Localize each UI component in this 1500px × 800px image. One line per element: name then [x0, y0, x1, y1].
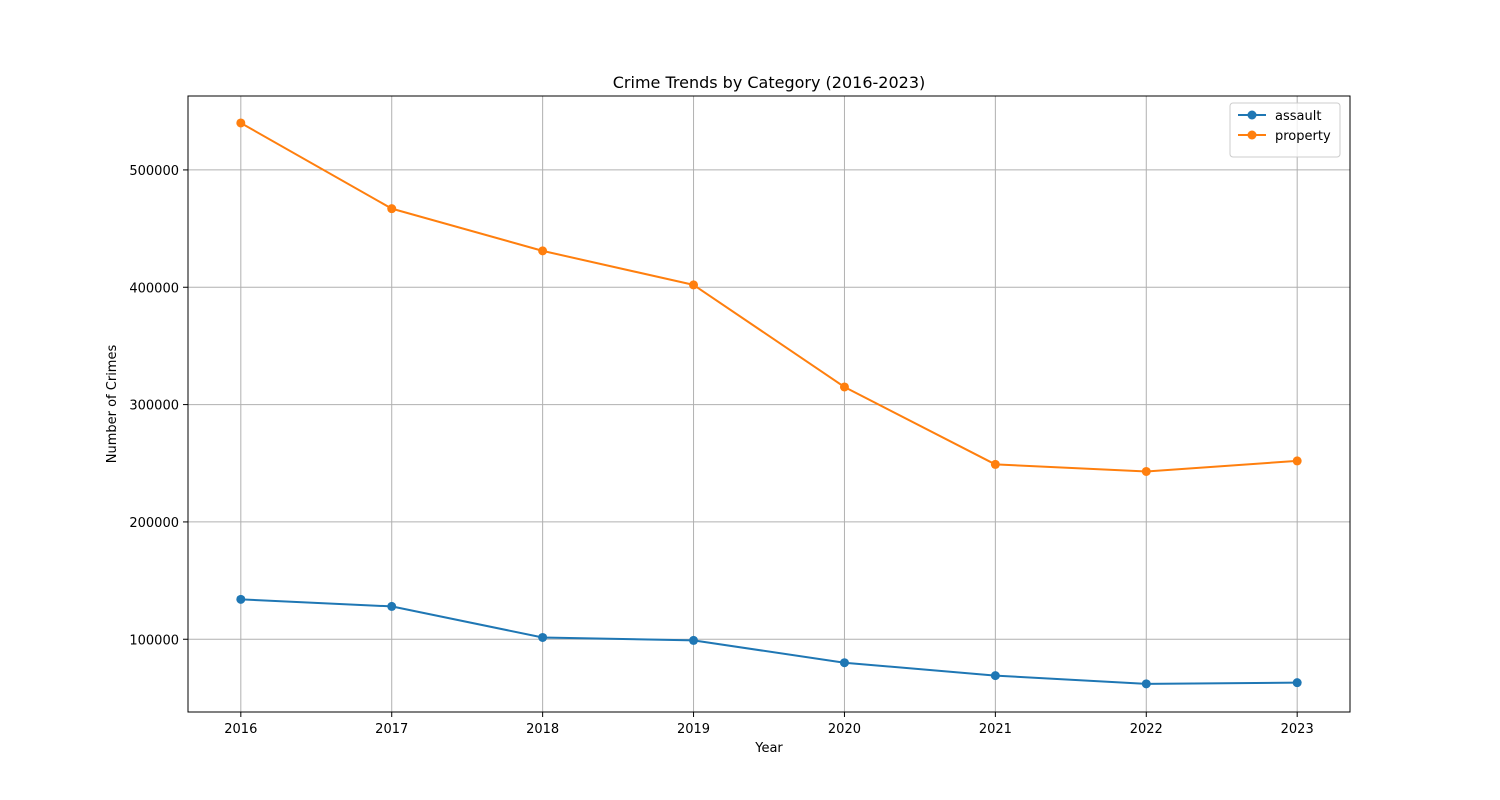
- data-point-assault: [1141, 679, 1151, 689]
- legend: assault property: [1229, 102, 1341, 158]
- data-point-assault: [839, 658, 849, 668]
- data-point-property: [1292, 456, 1302, 466]
- legend-box: [1229, 102, 1341, 158]
- data-point-assault: [538, 632, 548, 642]
- series-line-assault: [240, 598, 1298, 685]
- x-tick-label: 2019: [677, 722, 710, 737]
- x-tick-label: 2018: [526, 722, 559, 737]
- y-tick-label: 400000: [129, 281, 179, 296]
- y-tick-label: 300000: [129, 399, 179, 414]
- data-point-assault: [236, 594, 246, 604]
- data-point-property: [387, 204, 397, 214]
- data-point-assault: [689, 635, 699, 645]
- legend-marker-assault: [1247, 110, 1257, 120]
- legend-label-assault: assault: [1275, 109, 1321, 124]
- ticks-layer: 2016 2017 2018 2019 2020 2021 2022 2023 100000 20…: [129, 164, 1313, 737]
- plot-area-frame: [187, 95, 1351, 713]
- chart-title: Crime Trends by Category (2016-2023): [613, 73, 926, 92]
- x-tick-label: 2022: [1130, 722, 1163, 737]
- data-point-assault: [387, 601, 397, 611]
- x-tick-label: 2021: [979, 722, 1012, 737]
- data-point-property: [689, 280, 699, 290]
- y-tick-label: 200000: [129, 516, 179, 531]
- data-point-property: [1141, 466, 1151, 476]
- x-tick-label: 2020: [828, 722, 861, 737]
- x-tick-label: 2023: [1281, 722, 1314, 737]
- data-point-property: [236, 118, 246, 128]
- x-tick-label: 2017: [375, 722, 408, 737]
- x-axis-label: Year: [754, 741, 783, 756]
- legend-marker-property: [1247, 130, 1257, 140]
- series-line-property: [240, 122, 1298, 473]
- data-point-assault: [1292, 678, 1302, 688]
- data-point-property: [990, 459, 1000, 469]
- legend-label-property: property: [1275, 129, 1331, 144]
- series-layer: [236, 118, 1302, 689]
- data-point-property: [839, 382, 849, 392]
- x-tick-label: 2016: [224, 722, 257, 737]
- y-tick-label: 500000: [129, 164, 179, 179]
- y-tick-label: 100000: [129, 633, 179, 648]
- data-point-property: [538, 246, 548, 256]
- data-point-assault: [990, 671, 1000, 681]
- grid-layer: [188, 96, 1350, 712]
- y-axis-label: Number of Crimes: [105, 345, 120, 464]
